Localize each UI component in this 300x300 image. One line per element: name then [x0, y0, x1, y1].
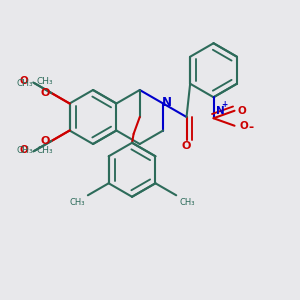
- Text: O: O: [239, 121, 248, 131]
- Text: CH₃: CH₃: [36, 146, 53, 154]
- Text: N: N: [162, 95, 172, 109]
- Text: O: O: [238, 106, 246, 116]
- Text: CH₃: CH₃: [16, 146, 33, 155]
- Text: +: +: [221, 100, 228, 109]
- Text: O: O: [40, 136, 50, 146]
- Text: CH₃: CH₃: [69, 198, 85, 207]
- Text: CH₃: CH₃: [16, 79, 33, 88]
- Text: -: -: [248, 121, 253, 134]
- Text: CH₃: CH₃: [179, 198, 195, 207]
- Text: N: N: [216, 106, 224, 116]
- Text: O: O: [20, 76, 29, 86]
- Text: O: O: [40, 88, 50, 98]
- Text: O: O: [20, 145, 29, 155]
- Text: O: O: [182, 140, 191, 151]
- Text: CH₃: CH₃: [36, 76, 53, 85]
